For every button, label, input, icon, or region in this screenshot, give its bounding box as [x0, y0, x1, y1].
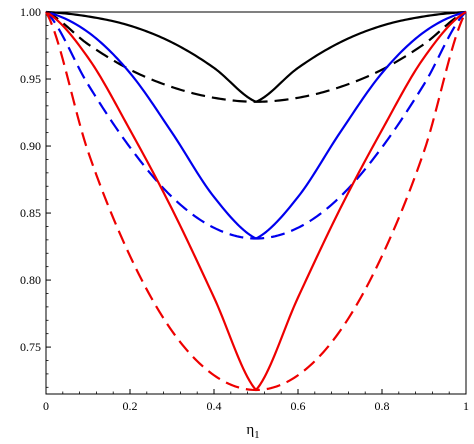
plot-frame: [45, 11, 467, 395]
series-line-3: [45, 10, 467, 240]
y-axis: 0.75 0.80 0.85 0.90 0.95 1.00: [20, 5, 51, 388]
y-tick-label: 0.80: [20, 273, 41, 287]
x-tick-label: 0.8: [375, 399, 390, 413]
series-layer: [45, 10, 467, 392]
x-axis-title-main: η: [246, 422, 254, 438]
y-tick-label: 1.00: [20, 5, 41, 19]
series-line-5: [45, 11, 467, 391]
y-tick-label: 0.85: [20, 206, 41, 220]
x-tick-label: 0: [43, 399, 49, 413]
x-tick-label: 0.2: [123, 399, 138, 413]
x-axis-title-subscript: 1: [254, 429, 260, 441]
x-axis: 0 0.2 0.4 0.6 0.8 1: [43, 389, 469, 413]
y-tick-label: 0.75: [20, 340, 41, 354]
series-line-2: [45, 10, 467, 103]
x-tick-label: 0.6: [291, 399, 306, 413]
series-line-4: [45, 11, 467, 240]
y-tick-label: 0.90: [20, 139, 41, 153]
y-tick-label: 0.95: [20, 72, 41, 86]
x-tick-label: 0.4: [207, 399, 222, 413]
series-line-6: [45, 11, 467, 392]
series-line-1: [45, 10, 467, 103]
x-axis-title: η1: [246, 422, 259, 441]
x-tick-label: 1: [463, 399, 469, 413]
